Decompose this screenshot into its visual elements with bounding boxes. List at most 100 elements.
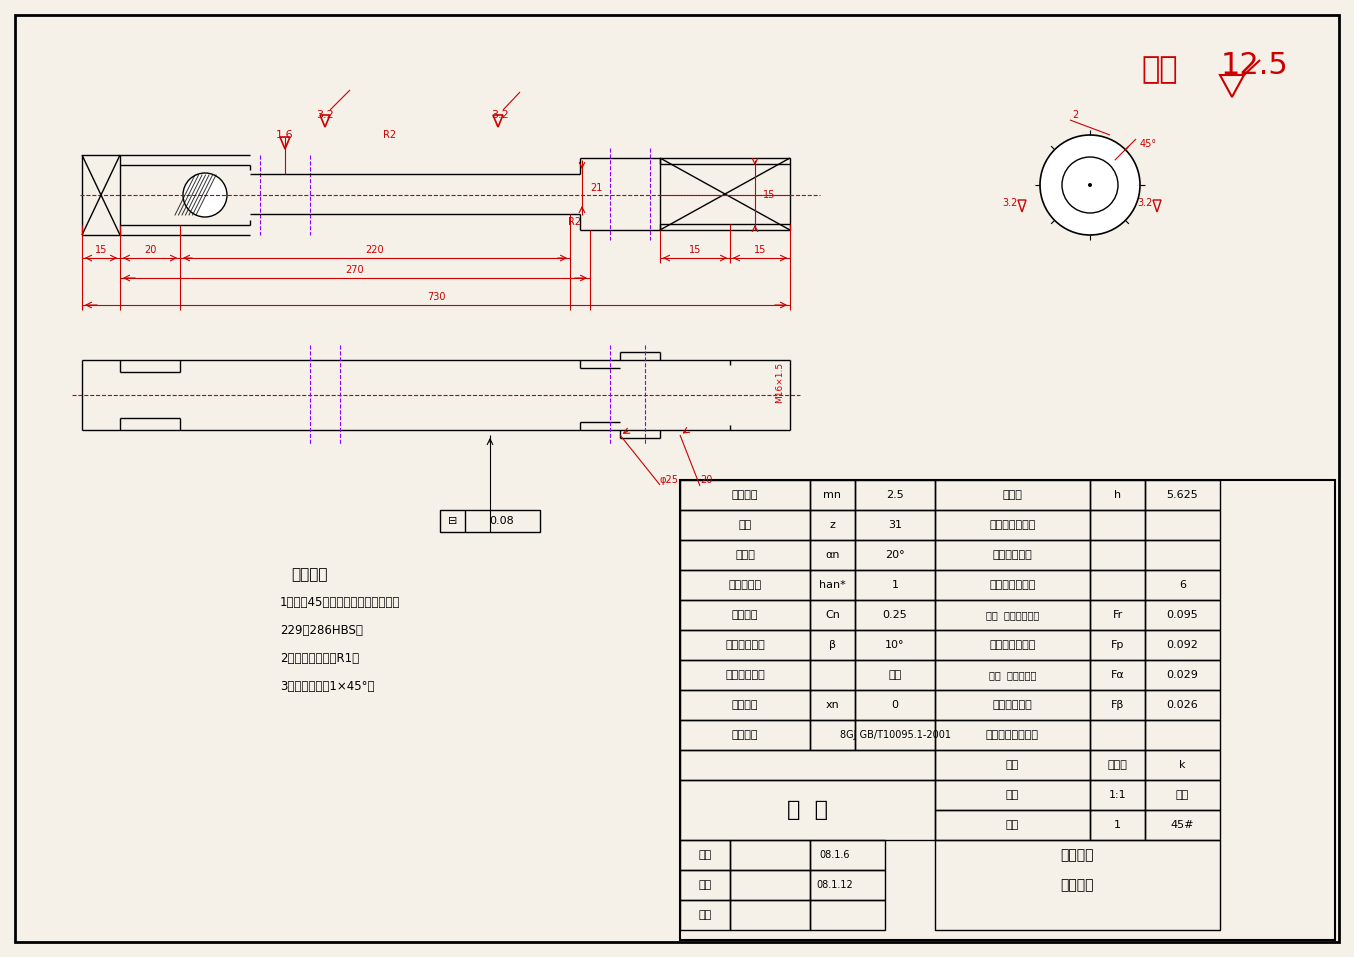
Text: 设计: 设计	[699, 850, 712, 860]
Text: 15: 15	[754, 245, 766, 255]
Bar	[1145, 720, 1220, 750]
Bar	[1145, 570, 1220, 600]
Bar	[440, 510, 540, 532]
Text: han*: han*	[819, 580, 846, 590]
Bar	[1145, 540, 1220, 570]
Bar	[1145, 660, 1220, 690]
Text: 2: 2	[1072, 110, 1078, 120]
Bar	[680, 720, 810, 750]
Bar	[810, 630, 854, 660]
Text: 270: 270	[345, 265, 364, 275]
Text: 0.029: 0.029	[1167, 670, 1198, 680]
Text: 齿距累计总偏差: 齿距累计总偏差	[990, 640, 1036, 650]
Text: 1: 1	[891, 580, 899, 590]
Text: z: z	[830, 520, 835, 530]
Text: 精度等级: 精度等级	[731, 730, 758, 740]
Bar	[936, 690, 1090, 720]
Text: 0.092: 0.092	[1167, 640, 1198, 650]
Bar	[1090, 750, 1145, 780]
Text: αn: αn	[825, 550, 839, 560]
Bar	[1090, 540, 1145, 570]
Text: 08.1.6: 08.1.6	[819, 850, 850, 860]
Bar	[936, 600, 1090, 630]
Text: 技术要求: 技术要求	[291, 568, 328, 583]
Bar	[1145, 690, 1220, 720]
Text: 齿顶高系数: 齿顶高系数	[728, 580, 761, 590]
Bar	[680, 600, 810, 630]
Text: 相啮合齿轮齿数: 相啮合齿轮齿数	[990, 580, 1036, 590]
Text: 12.5: 12.5	[1221, 51, 1289, 79]
Text: 项目: 项目	[1006, 760, 1020, 770]
Bar	[680, 840, 730, 870]
Text: 0.026: 0.026	[1167, 700, 1198, 710]
Text: 10°: 10°	[886, 640, 904, 650]
Bar	[810, 720, 854, 750]
Bar	[1090, 780, 1145, 810]
Bar	[680, 900, 730, 930]
Text: φ25: φ25	[659, 475, 678, 485]
Text: 31: 31	[888, 520, 902, 530]
Bar	[854, 480, 936, 510]
Text: 3、未注倒角为1×45°；: 3、未注倒角为1×45°；	[280, 680, 375, 694]
Bar	[1090, 570, 1145, 600]
Text: h: h	[1114, 490, 1121, 500]
Bar	[1145, 810, 1220, 840]
Circle shape	[1089, 183, 1091, 187]
Bar	[810, 690, 854, 720]
Text: 3.2: 3.2	[1002, 198, 1018, 208]
Bar	[1145, 630, 1220, 660]
Bar	[1145, 750, 1220, 780]
Text: Fp: Fp	[1110, 640, 1124, 650]
Text: ⊟: ⊟	[448, 516, 458, 526]
Text: Fα: Fα	[1110, 670, 1124, 680]
Text: β: β	[829, 640, 835, 650]
Bar	[1090, 810, 1145, 840]
Text: 齿数: 齿数	[738, 520, 751, 530]
Bar	[854, 510, 936, 540]
Bar	[936, 780, 1090, 810]
Text: 检验  齿廓总偏差: 检验 齿廓总偏差	[988, 670, 1036, 680]
Text: 0.25: 0.25	[883, 610, 907, 620]
Text: 轮齿倾斜方向: 轮齿倾斜方向	[726, 670, 765, 680]
Bar	[936, 540, 1090, 570]
Bar	[680, 660, 810, 690]
Bar	[680, 480, 810, 510]
Text: 15: 15	[764, 190, 776, 200]
Text: 压力角: 压力角	[735, 550, 756, 560]
Text: 0: 0	[891, 700, 899, 710]
Bar	[854, 720, 936, 750]
Bar	[854, 690, 936, 720]
Text: mn: mn	[823, 490, 841, 500]
Text: 6: 6	[1179, 580, 1186, 590]
Bar	[680, 630, 810, 660]
Text: M16×1.5: M16×1.5	[776, 362, 784, 403]
Text: 730: 730	[427, 292, 445, 302]
Bar	[1145, 510, 1220, 540]
Bar	[680, 510, 810, 540]
Text: 2、未注圆角半径R1；: 2、未注圆角半径R1；	[280, 653, 359, 665]
Text: 绘图: 绘图	[699, 880, 712, 890]
Text: 比例: 比例	[1006, 790, 1020, 800]
Text: 21: 21	[590, 183, 603, 193]
Bar	[659, 158, 789, 230]
Bar	[1090, 480, 1145, 510]
Text: 齿  条: 齿 条	[787, 800, 829, 820]
Bar	[1090, 690, 1145, 720]
Bar	[936, 660, 1090, 690]
Text: 全齿高: 全齿高	[1002, 490, 1022, 500]
Text: 2.5: 2.5	[886, 490, 904, 500]
Text: 分度圆螺旋角: 分度圆螺旋角	[726, 640, 765, 650]
Text: 中心距及偏差: 中心距及偏差	[992, 550, 1032, 560]
Text: 45#: 45#	[1171, 820, 1194, 830]
Text: Cn: Cn	[825, 610, 839, 620]
Bar	[810, 510, 854, 540]
Bar	[1090, 630, 1145, 660]
Text: 其余: 其余	[1141, 56, 1178, 84]
Text: Fβ: Fβ	[1110, 700, 1124, 710]
Bar	[810, 840, 886, 870]
Text: 20: 20	[144, 245, 156, 255]
Text: 3.2: 3.2	[492, 110, 509, 120]
Bar	[936, 810, 1090, 840]
Text: 相啮合齿轮图号: 相啮合齿轮图号	[990, 520, 1036, 530]
Text: 229～286HBS；: 229～286HBS；	[280, 625, 363, 637]
